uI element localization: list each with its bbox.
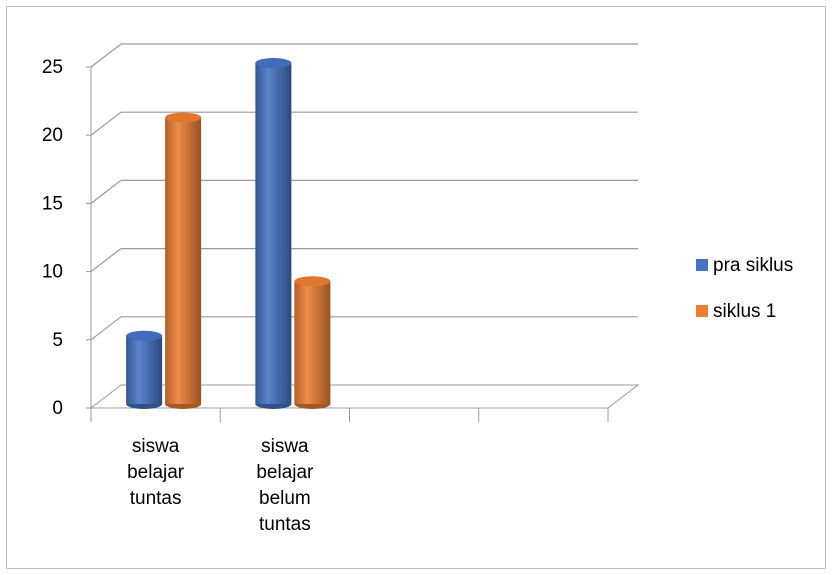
bars: [126, 58, 331, 409]
bar-body: [126, 335, 163, 404]
x-category-label: siswa: [132, 436, 180, 457]
bar: [255, 58, 292, 409]
x-category-label: belum: [259, 488, 311, 509]
y-tick-label: 10: [42, 262, 63, 283]
legend-swatch: [696, 259, 708, 271]
bar-body: [294, 281, 331, 404]
bar-top: [255, 58, 292, 68]
x-category-label: belajar: [256, 462, 314, 483]
y-tick-label: 5: [52, 330, 63, 351]
bar: [126, 330, 163, 409]
y-tick-label: 20: [42, 125, 63, 146]
gridlines: [90, 43, 638, 341]
legend: pra siklus siklus 1: [696, 255, 793, 322]
bar: [165, 112, 202, 409]
bar-top: [165, 112, 202, 123]
gridline-side: [90, 111, 122, 136]
legend-swatch: [696, 305, 708, 317]
y-tick-label: 25: [42, 57, 63, 78]
floor: [89, 384, 640, 409]
legend-label: siklus 1: [713, 301, 776, 322]
x-axis: siswa belajar tuntas siswa belajar belum tunta…: [90, 408, 609, 535]
bar: [294, 276, 331, 409]
gridline-side: [90, 316, 122, 341]
gridline-side: [90, 248, 122, 273]
chart-walls: [89, 67, 640, 409]
gridline-side: [90, 179, 122, 204]
y-tick-label: 0: [52, 398, 63, 419]
gridline-side: [90, 43, 122, 68]
x-category-label: tuntas: [259, 514, 311, 535]
x-category-label: siswa: [261, 436, 309, 457]
y-axis-ticks: 0 5 10 15 20 25: [42, 57, 91, 419]
bar-body: [165, 117, 202, 404]
bar-top: [294, 276, 331, 287]
bar-body: [255, 63, 292, 404]
legend-label: pra siklus: [713, 255, 793, 276]
x-category-label: belajar: [127, 462, 185, 483]
bar-top: [126, 330, 163, 341]
chart-frame: [6, 6, 826, 569]
y-tick-label: 15: [42, 193, 63, 214]
x-category-label: tuntas: [130, 488, 182, 509]
